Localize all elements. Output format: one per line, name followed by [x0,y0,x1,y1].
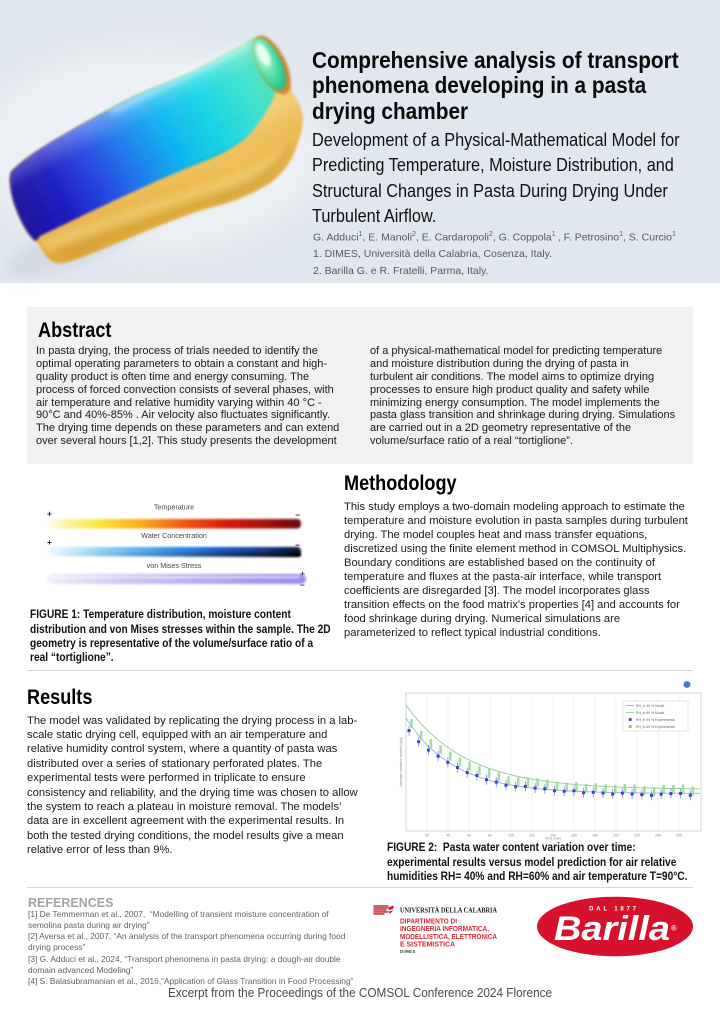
svg-text:–: – [300,580,305,590]
svg-text:–: – [295,510,300,520]
svg-text:80: 80 [488,834,492,838]
svg-text:–: – [295,540,300,550]
svg-text:UNIVERSITÀ DELLA CALABRIA: UNIVERSITÀ DELLA CALABRIA [400,905,497,915]
svg-text:INGEGNERIA INFORMATICA,: INGEGNERIA INFORMATICA, [400,924,489,933]
svg-text:+: + [300,568,305,578]
svg-text:DIMES: DIMES [400,949,416,954]
svg-text:DIPARTIMENTO DI: DIPARTIMENTO DI [400,917,457,926]
svg-text:20: 20 [425,834,429,838]
svg-text:E SISTEMISTICA: E SISTEMISTICA [400,940,456,949]
svg-text:260: 260 [676,834,682,838]
svg-text:Average moisture content (g/g): Average moisture content (g/g) [399,737,403,786]
svg-text:140: 140 [550,834,556,838]
svg-text:Water Concentration: Water Concentration [141,531,207,540]
svg-text:200: 200 [613,834,619,838]
svg-text:RH_in 40 % Model: RH_in 40 % Model [636,704,665,708]
svg-text:RH_in 60 % Model: RH_in 60 % Model [636,711,665,715]
svg-text:240: 240 [655,834,661,838]
svg-text:Temperature: Temperature [154,503,194,512]
svg-text:Time (min): Time (min) [544,837,561,841]
svg-text:+: + [47,537,52,547]
svg-text:180: 180 [592,834,598,838]
svg-text:DAL 1877: DAL 1877 [589,907,639,913]
svg-text:100: 100 [508,834,514,838]
svg-text:MODELLISTICA, ELETTRONICA: MODELLISTICA, ELETTRONICA [400,932,498,941]
svg-text:RH_in 40 % Experimental: RH_in 40 % Experimental [636,718,675,722]
svg-text:+: + [47,509,52,519]
svg-text:60: 60 [467,834,471,838]
svg-text:RH_in 60 % Experimental: RH_in 60 % Experimental [636,725,675,729]
svg-text:120: 120 [529,834,535,838]
svg-text:220: 220 [634,834,640,838]
svg-text:40: 40 [446,834,450,838]
svg-text:®: ® [671,924,677,933]
svg-text:Barilla: Barilla [554,910,670,948]
svg-text:160: 160 [571,834,577,838]
svg-text:von Mises Stress: von Mises Stress [147,561,202,570]
